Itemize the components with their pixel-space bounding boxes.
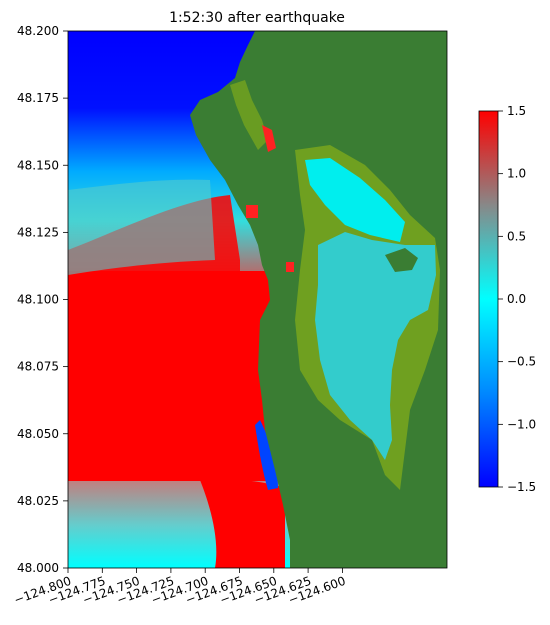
y-tick-label: 48.100 — [17, 293, 59, 307]
colorbar-tick-label: 0.0 — [507, 292, 526, 306]
wave-map — [68, 31, 447, 568]
colorbar-tick-label: −0.5 — [507, 355, 536, 369]
harbor-water-north — [305, 158, 405, 242]
colorbar-tick-label: −1.0 — [507, 417, 536, 431]
colorbar — [478, 110, 499, 488]
y-tick-label: 48.000 — [17, 561, 59, 575]
colorbar-tick-label: 0.5 — [507, 229, 526, 243]
y-tick-label: 48.125 — [17, 225, 59, 239]
ocean-west-mix — [68, 179, 215, 275]
y-tick-label: 48.150 — [17, 158, 59, 172]
y-tick-label: 48.050 — [17, 427, 59, 441]
colorbar-ticks: 1.5 1.0 0.5 0.0 −0.5 −1.0 −1.5 — [498, 104, 536, 494]
y-tick-label: 48.025 — [17, 494, 59, 508]
wave-crest-south — [200, 479, 285, 568]
land-shore-vegetation — [230, 80, 268, 150]
map-title: 1:52:30 after earthquake — [169, 10, 345, 26]
harbor-water — [315, 232, 436, 460]
harbor-island — [385, 248, 418, 272]
colorbar-tick-label: 1.5 — [507, 104, 526, 118]
coastal-patch — [246, 205, 258, 218]
ocean-negative-pocket — [255, 420, 278, 490]
y-tick-label: 48.075 — [17, 360, 59, 374]
y-axis: 48.200 48.175 48.150 48.125 48.100 48.075 48.0… — [17, 24, 68, 575]
x-axis: −124.800−124.775−124.750−124.725−124.700… — [12, 568, 347, 607]
coastal-patch — [262, 125, 276, 152]
colorbar-tick-label: 1.0 — [507, 167, 526, 181]
coastal-patch — [286, 262, 294, 272]
y-tick-label: 48.175 — [17, 91, 59, 105]
colorbar-tick-label: −1.5 — [507, 480, 536, 494]
y-tick-label: 48.200 — [17, 24, 59, 38]
